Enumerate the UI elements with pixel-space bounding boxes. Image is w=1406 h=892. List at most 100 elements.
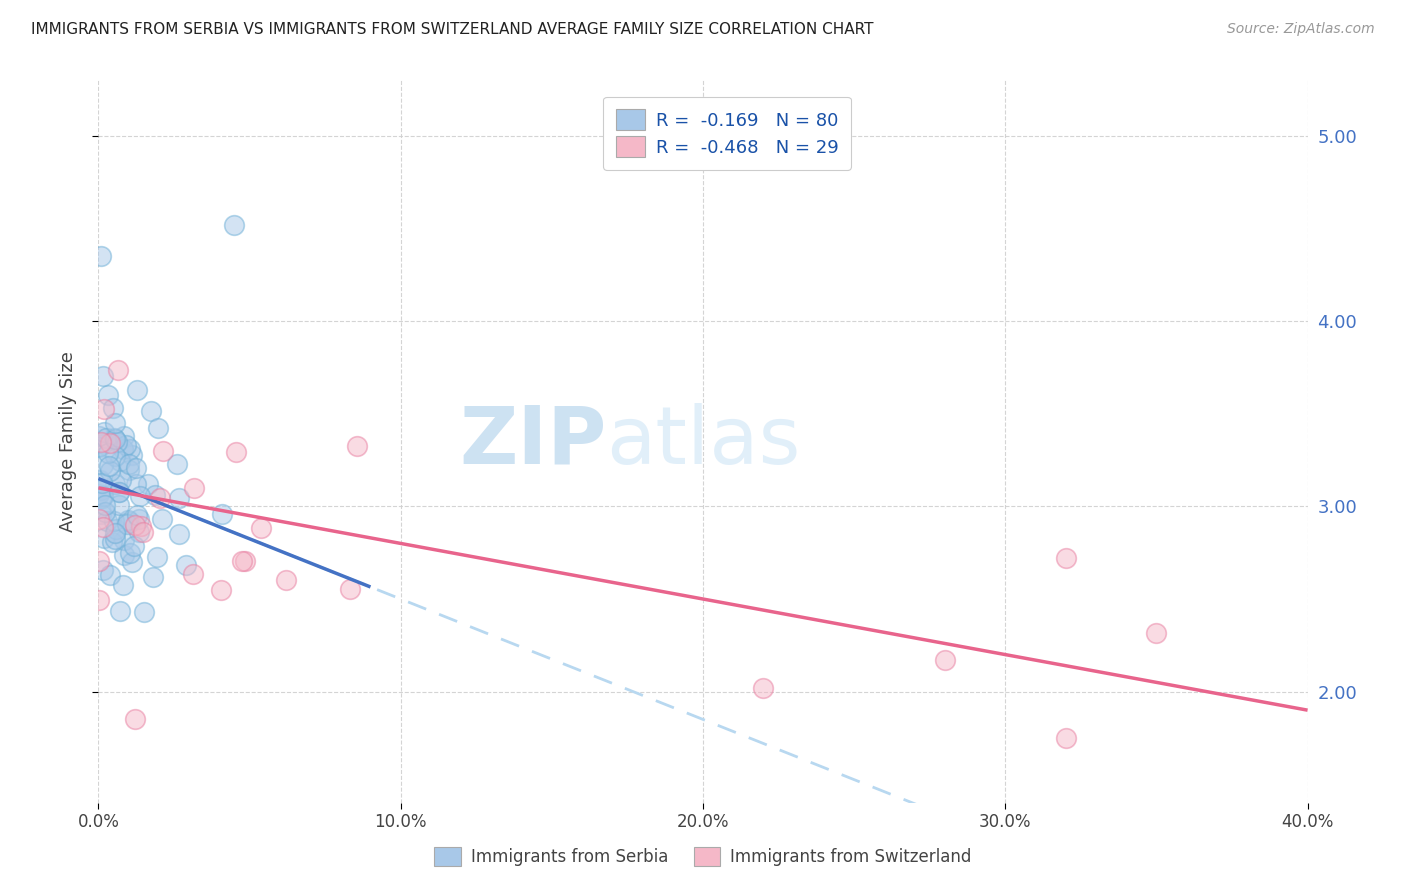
Point [97,458,120,473]
Point [93,505,115,519]
Point [132,524,155,539]
Point [91,520,114,534]
Point [110,604,132,618]
Point [90,249,112,263]
Point [89,473,111,487]
Point [111,578,134,592]
Point [128,489,150,503]
Point [146,421,169,435]
Point [93,531,115,545]
Point [93,402,115,417]
Point [167,527,190,541]
Point [1054,731,1077,745]
Point [183,481,205,495]
Point [107,485,129,500]
Point [98,568,121,582]
Point [118,457,141,471]
Point [117,513,139,527]
Point [105,435,128,450]
Point [97,446,120,460]
Point [152,444,174,458]
Point [89,554,111,568]
Point [146,550,169,565]
Point [339,582,361,596]
Point [118,546,141,560]
Point [108,484,131,499]
Point [107,498,129,512]
Point [174,558,197,572]
Point [107,363,129,377]
Point [91,437,114,451]
Point [224,218,246,232]
Point [125,476,148,491]
Point [131,518,153,533]
Point [752,681,775,695]
Legend: Immigrants from Serbia, Immigrants from Switzerland: Immigrants from Serbia, Immigrants from … [426,838,980,875]
Point [128,512,150,526]
Point [120,442,142,456]
Point [274,574,297,588]
Point [121,555,143,569]
Point [98,464,121,478]
Point [149,491,172,506]
Text: atlas: atlas [606,402,800,481]
Point [225,445,247,459]
Point [98,436,121,450]
Point [104,532,127,546]
Point [103,514,125,528]
Point [132,605,155,619]
Point [91,491,114,506]
Point [249,521,271,535]
Point [150,511,173,525]
Point [104,449,127,463]
Point [121,449,143,463]
Point [91,563,114,577]
Text: Source: ZipAtlas.com: Source: ZipAtlas.com [1227,22,1375,37]
Point [112,442,135,457]
Point [125,460,148,475]
Point [142,570,165,584]
Point [90,475,112,490]
Point [127,508,149,523]
Point [90,508,112,522]
Point [104,416,127,430]
Point [89,429,111,443]
Point [89,440,111,454]
Point [115,516,138,531]
Point [934,653,956,667]
Point [1054,551,1077,566]
Point [110,473,132,487]
Point [127,383,149,397]
Text: ZIP: ZIP [458,402,606,481]
Point [101,534,124,549]
Point [97,387,120,401]
Point [89,593,111,607]
Point [105,523,128,537]
Point [104,432,127,446]
Point [114,438,136,452]
Point [233,554,256,568]
Point [90,483,112,497]
Point [91,458,114,472]
Point [89,487,111,501]
Point [96,515,118,529]
Point [112,429,135,443]
Point [124,517,146,532]
Point [112,548,135,562]
Point [346,439,368,453]
Point [166,457,188,471]
Text: IMMIGRANTS FROM SERBIA VS IMMIGRANTS FROM SWITZERLAND AVERAGE FAMILY SIZE CORREL: IMMIGRANTS FROM SERBIA VS IMMIGRANTS FRO… [31,22,873,37]
Point [124,713,146,727]
Point [211,507,233,521]
Point [181,567,204,582]
Legend: R =  -0.169   N = 80, R =  -0.468   N = 29: R = -0.169 N = 80, R = -0.468 N = 29 [603,96,851,169]
Point [94,498,117,512]
Point [1144,626,1167,640]
Point [136,477,159,491]
Point [209,583,232,598]
Point [122,539,145,553]
Point [91,369,114,384]
Y-axis label: Average Family Size: Average Family Size [59,351,77,532]
Point [167,491,190,505]
Point [89,512,111,526]
